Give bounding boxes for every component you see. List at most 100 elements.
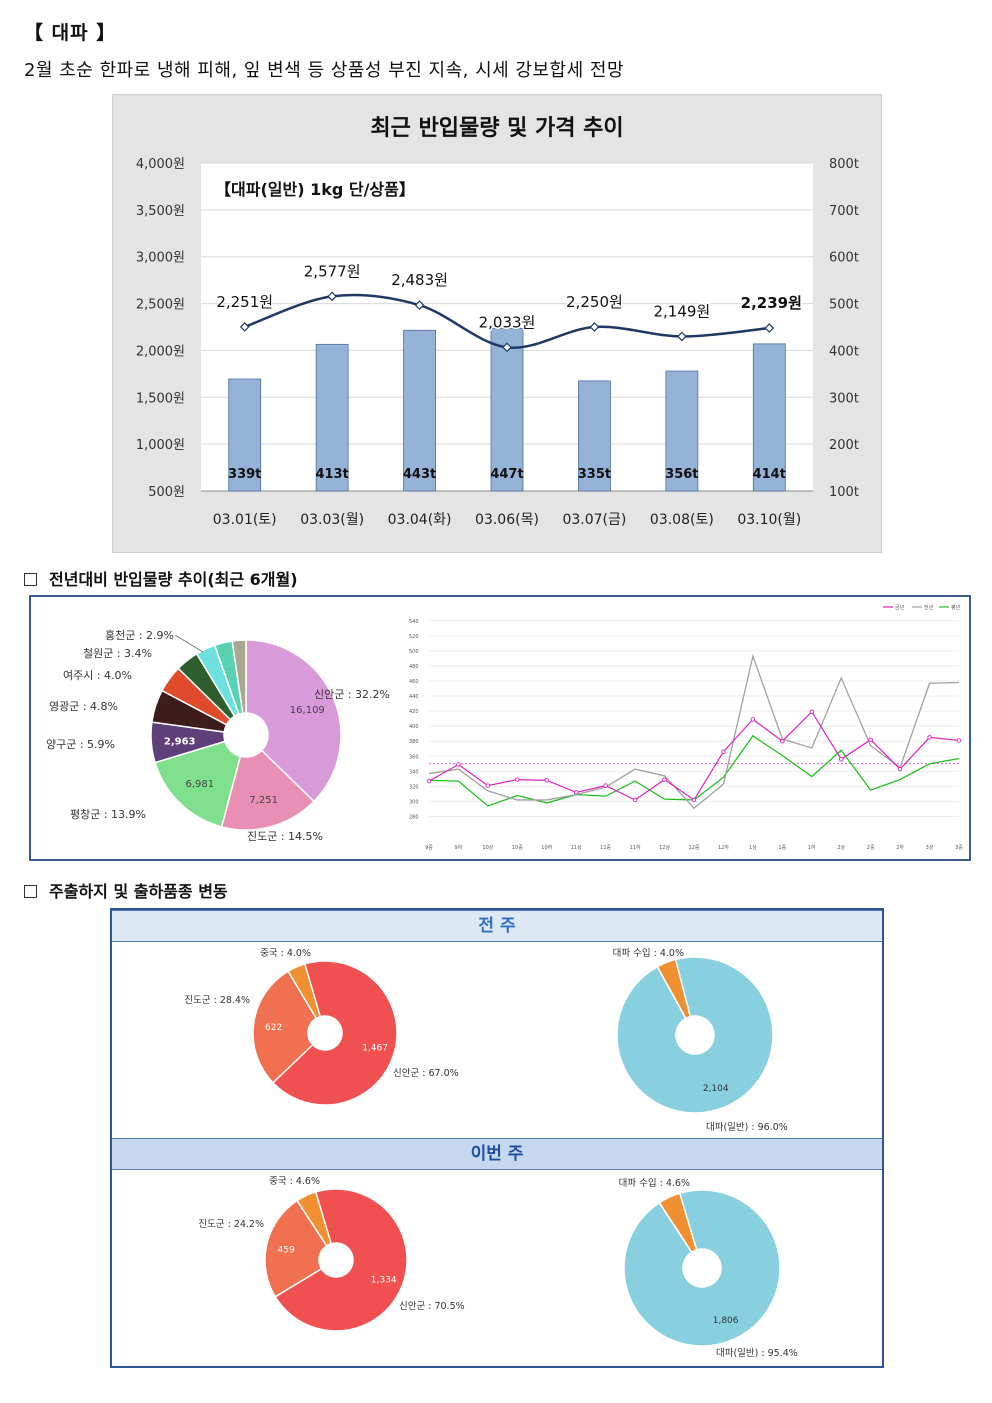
- x-tick-label: 03.03(월): [300, 512, 364, 528]
- origin-panel: 전 주 이번 주 1,467 622 신안군 : 67.0% 진도군 : 28.4% 중…: [110, 908, 884, 1368]
- x-tick-label: 03.04(화): [388, 512, 452, 528]
- region-value-label: 2,963: [164, 736, 196, 747]
- legend-label: 전년: [924, 604, 934, 611]
- y-tick-label: 280: [409, 814, 419, 820]
- y-tick-label: 460: [409, 679, 419, 685]
- series-point: [838, 757, 844, 762]
- x-tick-label: 1하: [808, 844, 816, 851]
- left-tick-label: 1,000원: [136, 438, 185, 453]
- y-tick-label: 380: [409, 739, 419, 745]
- series-point: [956, 738, 962, 743]
- left-tick-label: 2,000원: [136, 344, 185, 359]
- origin-pie-slice: [274, 1188, 408, 1332]
- slice-value-label: 459: [278, 1246, 295, 1256]
- volume-data-label: 447t: [490, 467, 523, 482]
- series-point: [691, 797, 697, 803]
- slice-label: 대파 수입 : 4.0%: [613, 947, 684, 959]
- series-point: [750, 717, 756, 722]
- right-tick-label: 100t: [829, 485, 859, 500]
- price-point: [327, 291, 337, 302]
- series-point: [927, 735, 932, 740]
- y-tick-label: 440: [409, 694, 419, 700]
- price-data-label: 2,239원: [741, 294, 802, 312]
- slice-label: 중국 : 4.0%: [260, 948, 311, 959]
- series-point: [515, 777, 520, 782]
- leader-line: [174, 634, 204, 653]
- price-data-label: 2,149원: [653, 302, 710, 320]
- x-tick-label: 2상: [837, 844, 845, 851]
- volume-data-label: 335t: [578, 467, 611, 482]
- slice-value-label: 1,806: [713, 1316, 739, 1326]
- volume-bar: [665, 370, 699, 492]
- y-tick-label: 360: [409, 754, 419, 760]
- slice-label: 대파 수입 : 4.6%: [619, 1177, 690, 1189]
- x-tick-label: 3중: [955, 845, 963, 851]
- section-origin-label: 주출하지 및 출하품종 변동: [49, 882, 228, 901]
- slice-value-label: 622: [265, 1023, 282, 1033]
- region-pie-slice: [231, 639, 247, 715]
- volume-bar: [403, 329, 436, 492]
- y-tick-label: 540: [409, 619, 419, 625]
- volume-data-label: 339t: [228, 467, 261, 482]
- x-tick-label: 2하: [896, 844, 904, 851]
- slice-value-label: 2,104: [703, 1084, 729, 1094]
- slice-value-label: 1,467: [362, 1043, 388, 1053]
- region-pie-slice: [154, 740, 242, 828]
- volume-price-chart: 최근 반입물량 및 가격 추이 【대파(일반) 1kg 단/상품】 4,000원 3,…: [112, 94, 882, 553]
- volume-bar: [228, 378, 262, 492]
- left-tick-label: 3,000원: [136, 251, 185, 266]
- volume-bar: [578, 380, 611, 492]
- x-tick-label: 11하: [630, 844, 641, 851]
- x-tick-label: 03.01(토): [213, 512, 277, 528]
- this-week-band: 이번 주: [112, 1138, 882, 1170]
- yoy-panel-svg: 16,109 7,251 6,981 2,963 신안군 : 32.2% 진도군 : 14…: [46, 604, 963, 851]
- region-slice-label: 진도군 : 14.5%: [247, 830, 323, 843]
- x-tick-label: 3상: [926, 844, 934, 851]
- chart-title: 최근 반입물량 및 가격 추이: [370, 116, 623, 141]
- x-tick-label: 03.10(월): [737, 512, 801, 528]
- volume-bar: [490, 328, 524, 492]
- price-point: [414, 300, 425, 311]
- price-data-label: 2,577원: [304, 262, 361, 280]
- series-point: [721, 749, 726, 754]
- series-point: [897, 766, 903, 772]
- y-tick-label: 500: [409, 649, 419, 655]
- x-tick-label: 11중: [600, 845, 611, 851]
- x-tick-label: 2중: [867, 845, 875, 851]
- price-point: [502, 342, 512, 353]
- series-point: [809, 709, 815, 715]
- volume-data-label: 443t: [403, 467, 436, 482]
- right-tick-label: 800t: [829, 157, 859, 172]
- x-tick-label: 12하: [718, 844, 729, 851]
- page-title: 【 대파 】: [24, 22, 117, 44]
- variety-pie-slice: [623, 1189, 781, 1347]
- slice-value-label: 1,334: [371, 1275, 397, 1285]
- origin-pie-slice: [252, 970, 318, 1084]
- volume-data-label: 414t: [753, 467, 786, 482]
- series-point: [485, 783, 491, 788]
- right-tick-label: 200t: [829, 438, 859, 453]
- checkbox-square-icon: [24, 573, 37, 586]
- x-tick-label: 1중: [778, 845, 786, 851]
- x-tick-label: 03.06(목): [475, 512, 539, 528]
- y-tick-label: 420: [409, 709, 419, 715]
- volume-price-chart-svg: 최근 반입물량 및 가격 추이 【대파(일반) 1kg 단/상품】 4,000원 3,…: [136, 116, 859, 528]
- section-yoy-label: 전년대비 반입물량 추이(최근 6개월): [49, 570, 298, 589]
- origin-pie-slice: [264, 1199, 328, 1298]
- series-point: [603, 783, 608, 788]
- origin-pie-slice: [296, 1191, 333, 1247]
- left-tick-label: 1,500원: [136, 391, 185, 406]
- x-tick-label: 10하: [541, 844, 552, 851]
- y-tick-label: 480: [409, 664, 419, 670]
- chart-subtitle: 【대파(일반) 1kg 단/상품】: [215, 180, 415, 199]
- variety-pie-slice: [658, 1192, 698, 1254]
- price-point: [764, 323, 775, 333]
- page-subtitle: 2월 초순 한파로 냉해 피해, 잎 변색 등 상품성 부진 지속, 시세 강보…: [24, 60, 625, 81]
- series-point: [573, 790, 579, 795]
- region-slice-label: 홍천군 : 2.9%: [105, 628, 174, 642]
- yoy-panel: 16,109 7,251 6,981 2,963 신안군 : 32.2% 진도군 : 14…: [29, 595, 971, 861]
- volume-bar: [752, 343, 786, 492]
- right-tick-label: 300t: [829, 391, 859, 406]
- series-point: [426, 778, 432, 784]
- price-point: [239, 322, 250, 332]
